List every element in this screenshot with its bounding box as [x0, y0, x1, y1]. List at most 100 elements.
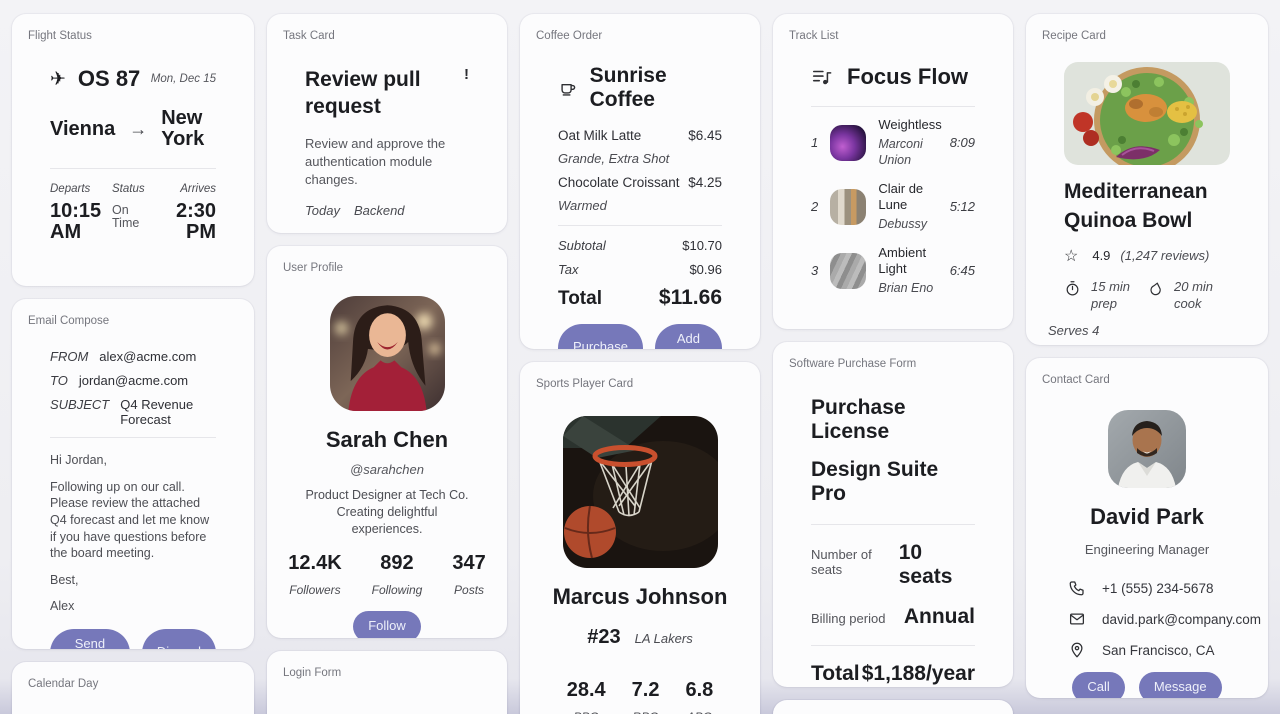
billing-value: Annual: [903, 605, 975, 628]
item-name: Oat Milk Latte: [558, 128, 642, 143]
track-duration: 8:09: [949, 135, 975, 151]
email-body-greeting: Hi Jordan,: [50, 453, 107, 467]
card-label: Coffee Order: [536, 30, 603, 42]
origin-city: Vienna: [50, 117, 116, 140]
purchase-button[interactable]: Purchase: [558, 324, 643, 349]
calendar-day-card: Calendar Day: [12, 662, 254, 714]
task-card: Task Card Review pull request ! Review a…: [267, 14, 507, 233]
divider: [811, 645, 975, 646]
discard-button[interactable]: Discard: [141, 629, 216, 649]
tax-label: Tax: [558, 262, 579, 277]
card-label: Email Compose: [28, 315, 110, 327]
to-label: TO: [50, 373, 68, 388]
contact-name: David Park: [1090, 504, 1204, 529]
phone-icon: [1069, 581, 1084, 596]
apg-label: APG: [685, 710, 713, 714]
software-purchase-card: Software Purchase Form Purchase License …: [773, 342, 1013, 687]
subject-value: Q4 Revenue Forecast: [120, 397, 194, 427]
basketball-photo: [562, 416, 718, 568]
recipe-card: Recipe Card: [1026, 14, 1268, 345]
player-name: Marcus Johnson: [552, 584, 728, 609]
team-name: LA Lakers: [634, 631, 693, 646]
coffee-cup-icon: [561, 84, 576, 96]
item-detail: Warmed: [558, 198, 607, 213]
rpg-value: 7.2: [631, 679, 660, 701]
coffee-order-card: Coffee Order Sunrise Coffee Oat Milk Lat…: [520, 14, 760, 349]
prep-timer-icon: [1066, 280, 1079, 296]
recipe-title: Mediterranean Quinoa Bowl: [1064, 180, 1208, 233]
task-description: Review and approve the authentication mo…: [305, 135, 446, 187]
user-profile-card: User Profile: [267, 246, 507, 638]
ppg-value: 28.4: [566, 679, 606, 701]
total-label: Total: [558, 288, 602, 309]
column-4: Track List Focus Flow 1 Weightless: [773, 14, 1013, 714]
divider: [50, 168, 216, 169]
card-label: Login Form: [283, 667, 342, 679]
item-price: $6.45: [688, 128, 722, 143]
contact-phone: +1 (555) 234-5678: [1102, 580, 1214, 596]
rpg-label: RPG: [632, 710, 660, 714]
flight-status-card: Flight Status ✈ OS 87 Mon, Dec 15 Vienna…: [12, 14, 254, 286]
message-button[interactable]: Message: [1138, 672, 1222, 698]
destination-city: New York: [161, 107, 205, 150]
add-to-cart-button[interactable]: Add to cart: [654, 324, 722, 349]
call-button[interactable]: Call: [1072, 672, 1125, 698]
followers-count: 12.4K: [288, 551, 342, 574]
track-index: 3: [811, 263, 819, 279]
rating-value: 4.9: [1092, 248, 1111, 264]
total-value: $11.66: [658, 286, 722, 309]
priority-icon: !: [464, 66, 469, 83]
card-label: Task Card: [283, 30, 335, 42]
billing-label: Billing period: [811, 611, 886, 626]
coffee-shop-name: Sunrise Coffee: [589, 64, 667, 111]
plane-icon: ✈: [50, 68, 66, 90]
location-pin-icon: [1071, 642, 1083, 658]
task-category-tag: Backend: [353, 203, 405, 219]
subtotal-value: $10.70: [682, 238, 722, 253]
card-label: User Profile: [283, 262, 344, 274]
contact-email: david.park@company.com: [1102, 611, 1262, 627]
item-price: $4.25: [688, 175, 722, 190]
card-label: Recipe Card: [1042, 30, 1106, 42]
seats-value: 10 seats: [898, 541, 953, 588]
profile-name: Sarah Chen: [325, 427, 449, 452]
contact-card: Contact Card David Par: [1026, 358, 1268, 698]
track-duration: 6:45: [949, 263, 975, 279]
followers-label: Followers: [289, 582, 341, 597]
tax-value: $0.96: [689, 262, 722, 277]
subtotal-label: Subtotal: [558, 238, 606, 253]
send-email-button[interactable]: Send email: [50, 629, 130, 649]
divider: [558, 225, 722, 226]
divider: [811, 524, 975, 525]
recipe-photo: [1064, 62, 1230, 165]
apg-value: 6.8: [685, 679, 714, 701]
to-value: jordan@acme.com: [78, 373, 189, 388]
playlist-icon: [812, 70, 832, 85]
login-form-card: Login Form: [267, 651, 507, 714]
sports-player-card: Sports Player Card: [520, 362, 760, 714]
album-art: [830, 252, 867, 289]
track-row[interactable]: 1 Weightless Marconi Union 8:09: [811, 117, 975, 169]
arrow-right-icon: →: [129, 118, 148, 139]
card-label: Contact Card: [1042, 374, 1110, 386]
partial-card: [773, 700, 1013, 714]
email-body-paragraph: Following up on our call. Please review …: [50, 479, 210, 561]
envelope-icon: [1069, 613, 1085, 625]
divider: [50, 437, 216, 438]
album-art: [830, 124, 867, 161]
card-label: Sports Player Card: [536, 378, 634, 390]
track-row[interactable]: 3 Ambient Light Brian Eno 6:45: [811, 245, 975, 297]
item-name: Chocolate Croissant: [558, 175, 680, 190]
purchase-title-line1: Purchase License: [811, 396, 906, 443]
posts-count: 347: [452, 551, 486, 574]
card-label: Track List: [789, 30, 839, 42]
review-count: (1,247 reviews): [1120, 248, 1210, 264]
follow-button[interactable]: Follow: [353, 610, 421, 638]
column-2: Task Card Review pull request ! Review a…: [267, 14, 507, 714]
seats-label: Number of seats: [811, 547, 872, 577]
track-row[interactable]: 2 Clair de Lune Debussy 5:12: [811, 181, 975, 233]
track-index: 1: [811, 135, 819, 151]
subject-label: SUBJECT: [50, 397, 110, 412]
profile-photo: [329, 296, 445, 411]
